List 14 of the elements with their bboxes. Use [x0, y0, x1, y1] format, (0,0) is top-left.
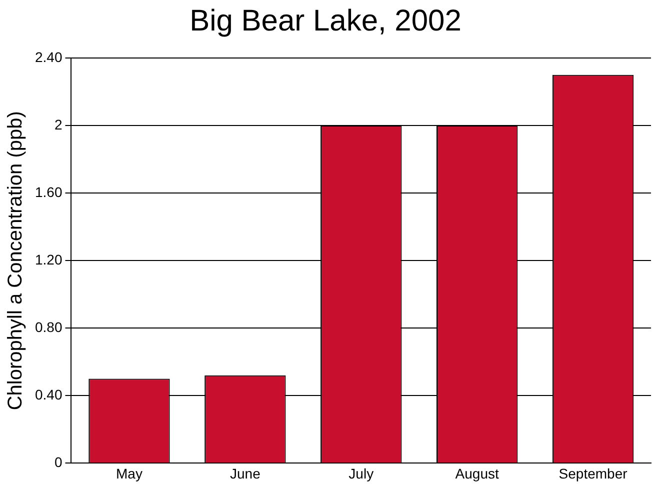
x-tick-label: May: [116, 465, 142, 482]
y-tick-label: 1.60: [35, 184, 62, 200]
y-tick-label: 0.40: [35, 386, 62, 403]
y-tick-label: 1.20: [35, 251, 62, 268]
chart-title: Big Bear Lake, 2002: [190, 4, 462, 38]
x-tick-label: August: [455, 465, 499, 482]
x-tick-label: July: [348, 465, 374, 482]
y-tick-label: 2: [54, 116, 62, 132]
y-tick-label: 0.80: [35, 318, 62, 335]
y-tick-label: 2.40: [35, 48, 62, 65]
x-tick-label: June: [230, 465, 261, 482]
x-tick-label: September: [558, 465, 628, 482]
y-axis-title: Chlorophyll a Concentration (ppb): [4, 111, 27, 410]
y-tick-label: 0: [54, 454, 62, 470]
